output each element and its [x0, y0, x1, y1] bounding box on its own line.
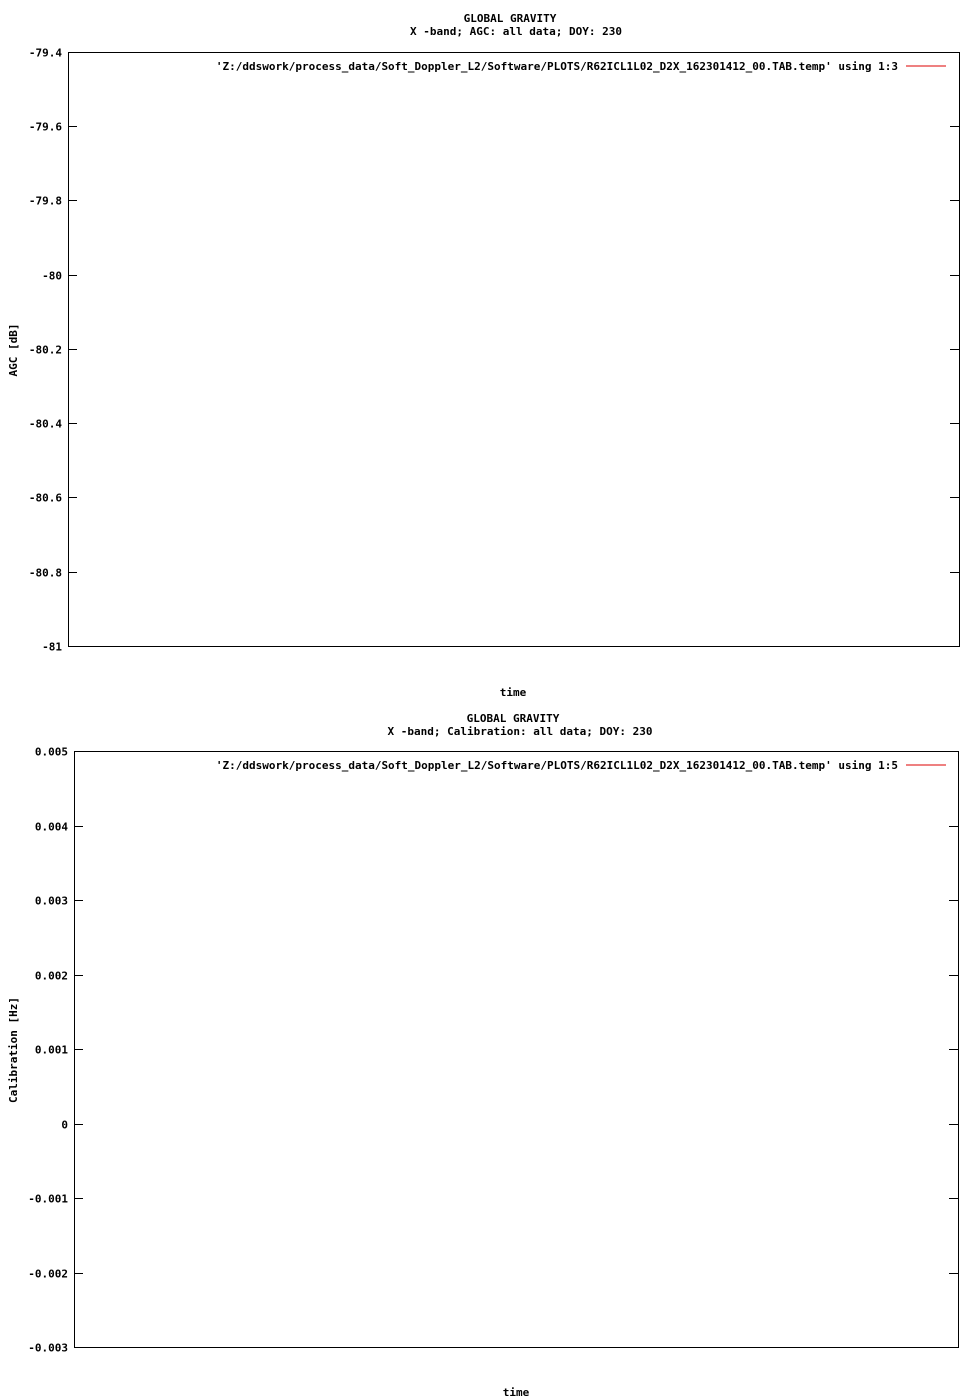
calibration-y-tick-label: 0.005 — [35, 746, 68, 759]
calibration-y-tick-label: 0 — [61, 1119, 68, 1132]
calibration-y-tick-label: 0.002 — [35, 970, 68, 983]
calibration-y-tick-label: -0.002 — [28, 1268, 68, 1281]
agc-chart: GLOBAL GRAVITY X -band; AGC: all data; D… — [7, 12, 960, 699]
agc-y-tick-label: -80 — [42, 270, 62, 283]
agc-y-tick-label: -80.2 — [29, 344, 62, 357]
calibration-chart-subtitle: X -band; Calibration: all data; DOY: 230 — [388, 725, 653, 738]
agc-y-tick-label: -79.8 — [29, 195, 62, 208]
calibration-y-axis-label: Calibration [Hz] — [7, 997, 20, 1103]
agc-y-tick-label: -81 — [42, 641, 62, 654]
agc-chart-title: GLOBAL GRAVITY — [464, 12, 557, 25]
calibration-y-tick-label: 0.004 — [35, 821, 68, 834]
agc-legend-label: 'Z:/ddswork/process_data/Soft_Doppler_L2… — [216, 60, 898, 73]
calibration-chart-title: GLOBAL GRAVITY — [467, 712, 560, 725]
calibration-y-tick-label: -0.001 — [28, 1193, 68, 1206]
calibration-chart: GLOBAL GRAVITY X -band; Calibration: all… — [7, 712, 959, 1399]
agc-x-axis-label: time — [500, 686, 527, 699]
calibration-y-axis: 0.005 0.004 0.003 0.002 0.001 0 -0.001 -0.002 -0… — [28, 746, 958, 1355]
calibration-plot-frame — [74, 751, 959, 1348]
agc-chart-subtitle: X -band; AGC: all data; DOY: 230 — [410, 25, 622, 38]
agc-y-tick-label: -80.8 — [29, 567, 62, 580]
agc-y-tick-label: -79.6 — [29, 121, 62, 134]
calibration-y-tick-label: 0.003 — [35, 895, 68, 908]
calibration-y-tick-label: -0.003 — [28, 1342, 68, 1355]
agc-plot-frame — [68, 52, 960, 647]
calibration-y-tick-label: 0.001 — [35, 1044, 68, 1057]
agc-y-tick-label: -80.6 — [29, 492, 62, 505]
agc-y-axis: -79.4 -79.6 -79.8 -80 -80.2 -80.4 -80.6 -80.8 -8… — [29, 47, 959, 654]
agc-y-axis-label: AGC [dB] — [7, 324, 20, 377]
agc-y-tick-label: -79.4 — [29, 47, 62, 60]
calibration-x-axis-label: time — [503, 1386, 530, 1399]
agc-y-tick-label: -80.4 — [29, 418, 62, 431]
calibration-legend-label: 'Z:/ddswork/process_data/Soft_Doppler_L2… — [216, 759, 898, 772]
